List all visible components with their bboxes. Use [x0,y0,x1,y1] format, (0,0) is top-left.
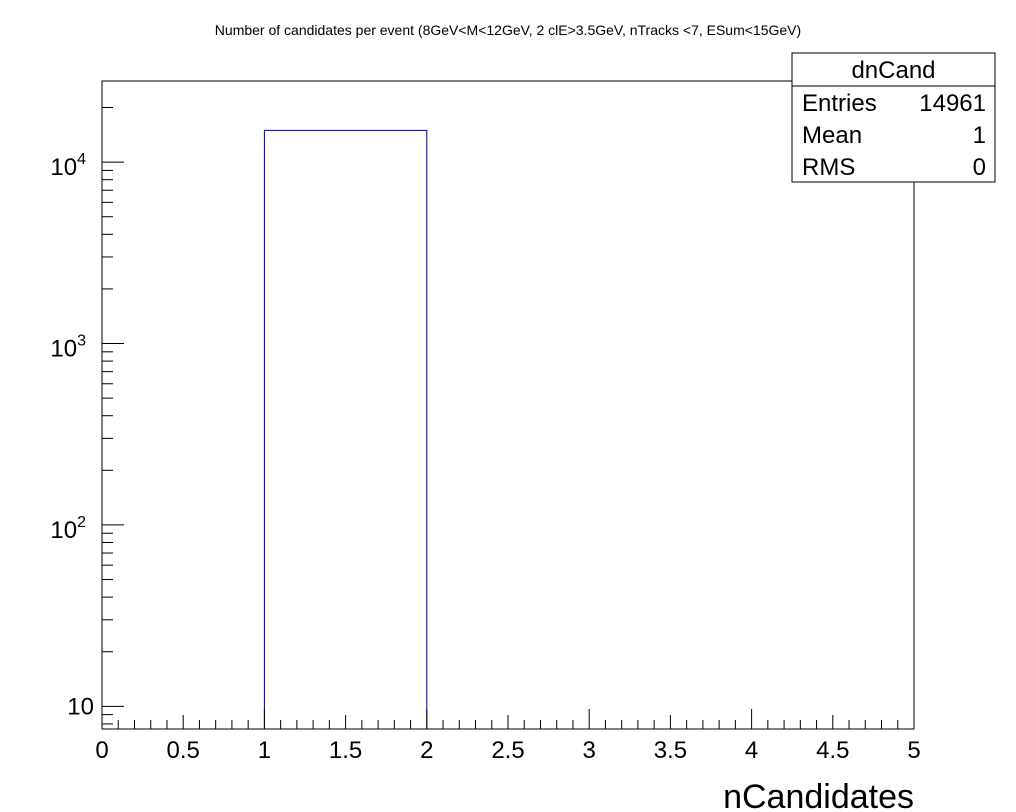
x-tick-label: 0.5 [167,737,200,764]
y-tick-label: 102 [50,514,86,544]
x-tick-label: 0 [95,737,108,764]
chart-title: Number of candidates per event (8GeV<M<1… [215,22,801,38]
x-tick-label: 3 [583,737,596,764]
stats-box-frame [791,52,996,183]
x-tick-label: 1.5 [329,737,362,764]
stats-rms-value: 0 [973,154,986,181]
bars-group [263,129,428,729]
y-axis: 10 102 103 104 [50,107,124,725]
stats-mean-value: 1 [973,122,986,149]
y-tick-label: 104 [50,151,86,181]
y-tick-label: 103 [50,333,86,363]
stats-rms-label: RMS [802,154,855,181]
stats-entries-value: 14961 [919,90,986,117]
stats-box-title: dnCand [851,57,935,84]
x-tick-label: 2 [420,737,433,764]
stats-box: dnCand Entries 14961 Mean 1 RMS 0 [791,52,996,183]
y-tick-label: 10 [67,693,94,720]
x-tick-label: 5 [907,737,920,764]
histogram-bar-0 [263,129,428,729]
x-tick-label: 1 [258,737,271,764]
stats-mean-label: Mean [802,122,862,149]
stats-entries-label: Entries [802,90,877,117]
x-tick-label: 2.5 [491,737,524,764]
x-tick-label: 4 [745,737,758,764]
x-axis: 0 0.5 1 1.5 2 2.5 3 3.5 4 4.5 5 [95,709,921,764]
x-tick-label: 4.5 [816,737,849,764]
x-axis-title: nCandidates [723,778,914,812]
x-tick-label: 3.5 [654,737,687,764]
